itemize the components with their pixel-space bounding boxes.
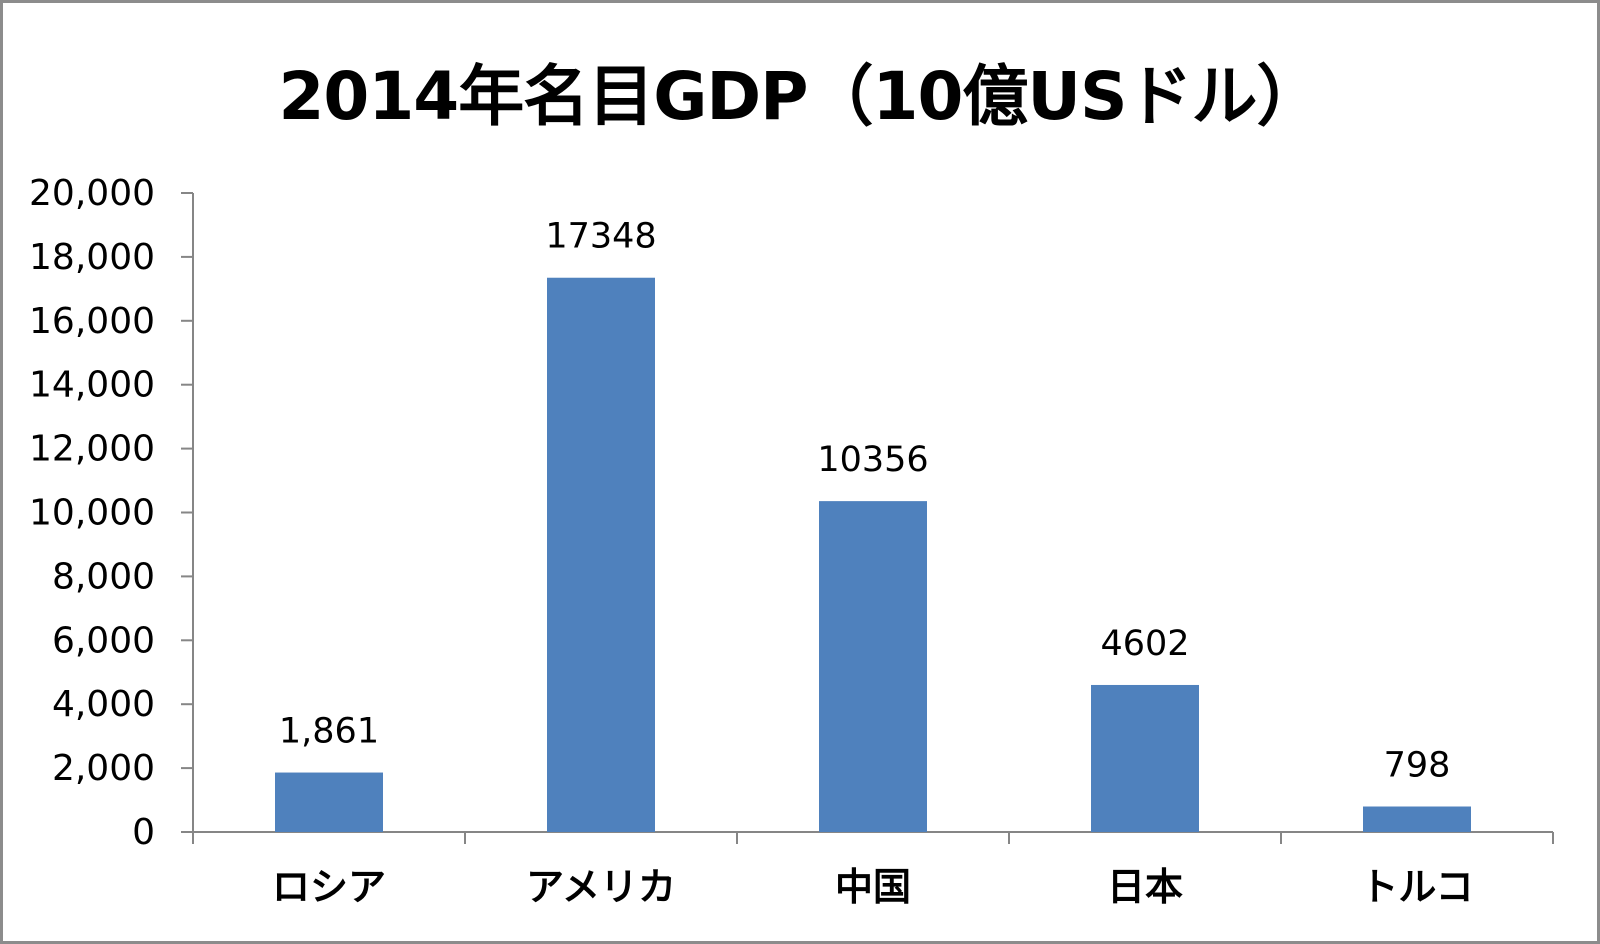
x-category-label: アメリカ [526,865,676,909]
y-tick-label: 4,000 [52,684,155,725]
data-label: 1,861 [279,712,379,752]
chart-title: 2014年名目GDP（10億USドル） [278,58,1323,135]
bars [275,277,1471,832]
bar [1363,806,1471,832]
bar-chart: 0 2,000 4,000 6,000 8,000 10,000 12,000 14,000 1… [29,173,1554,909]
y-tick-label: 0 [132,812,155,853]
x-category-label: トルコ [1360,865,1473,909]
data-label: 10356 [817,440,928,480]
y-tick-label: 12,000 [29,429,155,470]
y-tick-label: 8,000 [52,556,155,597]
x-category-label: 中国 [835,865,911,909]
y-tick-label: 6,000 [52,620,155,661]
y-tick-label: 20,000 [29,173,155,214]
y-tick-label: 18,000 [29,237,155,278]
bar [1091,684,1199,832]
data-label: 4602 [1100,624,1189,664]
y-tick-label: 10,000 [29,493,155,534]
data-label: 798 [1384,746,1451,786]
y-tick-label: 14,000 [29,365,155,406]
labels: 0 2,000 4,000 6,000 8,000 10,000 12,000 14,000 1… [29,173,1474,909]
x-category-label: ロシア [272,865,386,909]
y-tick-label: 16,000 [29,301,155,342]
bar [547,277,655,832]
bar [819,501,927,832]
data-label: 17348 [545,217,656,257]
y-tick-label: 2,000 [52,748,155,789]
bar [275,772,383,832]
x-category-label: 日本 [1107,865,1183,909]
